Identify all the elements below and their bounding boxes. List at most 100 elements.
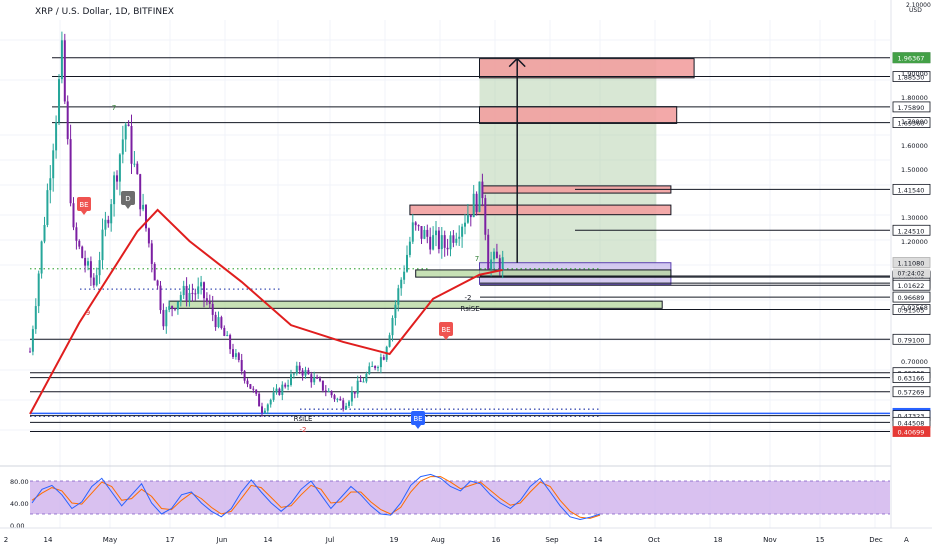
time-tick-9: 16: [492, 536, 501, 544]
price-tag-label-16: 0.63166: [898, 375, 925, 383]
candle-body-136: [423, 229, 426, 239]
candle-body-137: [426, 229, 429, 237]
countdown-label: 07:24:02: [898, 271, 925, 278]
candle-body-24: [98, 260, 101, 276]
candle-body-35: [130, 126, 133, 164]
candle-body-67: [223, 327, 226, 336]
price-tag-label-7: 1.11080: [898, 260, 925, 268]
candle-body-85: [275, 388, 278, 393]
annotation-label-7: 7: [475, 255, 479, 263]
candle-body-45: [159, 285, 162, 311]
annotation-pointer-2: [443, 336, 449, 340]
time-tick-4: Jun: [216, 536, 228, 544]
candle-body-109: [345, 405, 348, 410]
rsi-tick-0: 80.00: [10, 478, 29, 486]
rsi-k-line: [31, 473, 601, 521]
candle-body-6: [46, 190, 49, 225]
price-tick-8: 0.70000: [901, 358, 928, 366]
candle-body-26: [104, 219, 107, 230]
candle-body-55: [188, 292, 191, 301]
candle-body-71: [234, 353, 237, 357]
candle-body-51: [176, 301, 179, 310]
candle-body-54: [185, 285, 188, 301]
candle-body-3: [37, 273, 40, 307]
chart-title: XRP / U.S. Dollar, 1D, BITFINEX: [35, 7, 174, 17]
candle-body-122: [382, 357, 385, 360]
candle-body-31: [118, 154, 121, 182]
candle-body-161: [495, 251, 498, 259]
trade-arrow-head: [508, 57, 526, 68]
candle-body-76: [249, 384, 252, 389]
candle-body-34: [127, 124, 130, 127]
candle-body-106: [336, 398, 339, 400]
annotation-pointer-0: [81, 211, 87, 215]
rsi-band: [30, 481, 890, 514]
candle-body-22: [92, 277, 95, 286]
price-tick-5: 1.30000: [901, 214, 928, 222]
candle-body-138: [429, 236, 432, 250]
price-axis[interactable]: 2.10000 USD 1.963701.963671.885301.75890…: [890, 0, 932, 528]
candle-body-158: [487, 234, 490, 270]
price-tag-label-13: 0.91505: [898, 307, 925, 315]
time-tick-3: 17: [166, 536, 175, 544]
price-tag-box-21: [892, 426, 931, 437]
candle-body-32: [121, 139, 124, 155]
horizontal-levels: [30, 57, 890, 433]
candle-body-29: [113, 175, 116, 205]
candle-body-114: [359, 380, 362, 382]
candle-body-104: [330, 391, 333, 396]
price-tag-label-5: 1.41540: [898, 186, 925, 194]
candle-body-11: [60, 40, 63, 80]
rsi-panel[interactable]: 80.00 40.00 0.00: [0, 465, 932, 530]
candle-body-36: [133, 163, 136, 165]
zones: [30, 57, 695, 418]
candle-body-155: [478, 181, 481, 212]
candle-body-129: [403, 271, 406, 280]
candle-body-134: [417, 225, 420, 227]
candle-body-159: [490, 259, 493, 270]
candle-body-83: [269, 399, 272, 405]
candle-body-87: [281, 384, 284, 395]
candle-body-110: [348, 401, 350, 406]
candle-body-49: [171, 306, 174, 309]
price-tag-box-16: [892, 372, 931, 383]
candle-body-124: [388, 335, 391, 347]
price-tag-label-3: 1.75890: [898, 104, 925, 112]
time-tick-0: 2: [4, 536, 8, 544]
candle-body-152: [469, 214, 472, 218]
time-tick-10: Sep: [545, 536, 559, 544]
price-tag-box-1: [892, 52, 931, 64]
candle-body-100: [319, 378, 321, 381]
candle-body-118: [371, 366, 374, 368]
candle-body-77: [252, 388, 255, 390]
price-tag-box-17: [892, 386, 931, 398]
candle-body-133: [414, 222, 417, 226]
time-tick-12: Oct: [648, 536, 660, 544]
candle-body-64: [214, 314, 217, 328]
candle-body-162: [498, 258, 501, 271]
candle-body-148: [458, 236, 461, 239]
candle-body-13: [66, 101, 69, 140]
candle-body-130: [406, 254, 408, 272]
candle-body-147: [455, 238, 458, 243]
annotation-label-9: 7: [112, 104, 116, 112]
candle-body-46: [162, 310, 165, 327]
price-tag-box-6: [892, 224, 931, 236]
candle-body-39: [142, 204, 145, 210]
candle-body-60: [203, 282, 205, 299]
candle-body-139: [432, 235, 435, 250]
price-tag-label-21: 0.40699: [898, 429, 925, 437]
candle-body-53: [182, 285, 185, 296]
candle-body-2: [34, 306, 37, 330]
candle-body-5: [43, 224, 46, 242]
price-tag-box-2: [892, 71, 931, 82]
auto-scale-button[interactable]: A: [904, 536, 909, 544]
candle-body-131: [408, 241, 411, 255]
annotation-pointer-1: [125, 205, 131, 209]
price-tag-box-13: [892, 304, 931, 315]
time-axis[interactable]: 2 14 May 17 Jun 14 Jul 19 Aug 16 Sep 14 Oct 18 Nov 15 De…: [0, 527, 932, 550]
candle-body-18: [81, 246, 84, 258]
candle-body-62: [208, 301, 211, 304]
candle-body-17: [78, 240, 81, 247]
candle-body-112: [353, 391, 356, 394]
